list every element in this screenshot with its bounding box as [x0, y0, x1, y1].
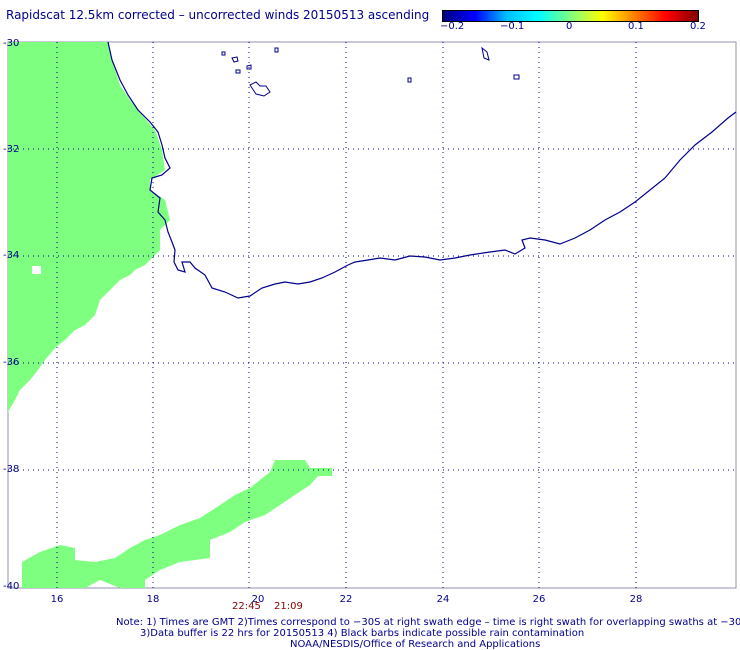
island: [513, 74, 520, 80]
lat-label: -32: [3, 144, 20, 155]
colorbar-tick: −0.1: [500, 21, 525, 32]
island: [231, 56, 239, 63]
swath-time: 22:45: [232, 601, 261, 612]
lon-label: 24: [436, 594, 450, 605]
lat-label: -34: [3, 250, 20, 261]
lon-label: 26: [532, 594, 546, 605]
island: [481, 46, 490, 61]
lon-label: 20: [251, 594, 265, 605]
map-title: Rapidscat 12.5km corrected – uncorrected…: [6, 8, 430, 22]
lon-label: 18: [146, 594, 160, 605]
lon-label: 22: [339, 594, 353, 605]
island: [246, 64, 252, 70]
island: [274, 47, 279, 53]
graticule: [8, 42, 736, 588]
footnote-line: NOAA/NESDIS/Office of Research and Appli…: [290, 639, 541, 650]
footnote-line: 3)Data buffer is 22 hrs for 20150513 4) …: [140, 628, 585, 639]
islands: [221, 46, 520, 97]
island: [249, 81, 271, 97]
colorbar-tick: −0.2: [440, 21, 465, 32]
coastline: [107, 41, 737, 299]
swath-upper: [8, 42, 170, 412]
lat-label: -30: [3, 38, 20, 49]
lat-label: -38: [3, 464, 20, 475]
island: [221, 51, 226, 56]
swath-lower: [22, 460, 332, 588]
island: [407, 77, 412, 83]
colorbar: [442, 10, 699, 22]
colorbar-tick: 0.2: [690, 21, 706, 32]
lon-label: 16: [50, 594, 64, 605]
colorbar-tick: 0.1: [628, 21, 644, 32]
swath-group: [8, 42, 332, 588]
swath-gap: [32, 266, 41, 274]
colorbar-tick: 0: [566, 21, 573, 32]
lat-label: -36: [3, 357, 20, 368]
island: [235, 69, 241, 74]
lon-label: 28: [629, 594, 643, 605]
lat-label: -40: [3, 581, 20, 592]
swath-time: 21:09: [274, 601, 303, 612]
footnote-line: Note: 1) Times are GMT 2)Times correspon…: [116, 617, 740, 628]
